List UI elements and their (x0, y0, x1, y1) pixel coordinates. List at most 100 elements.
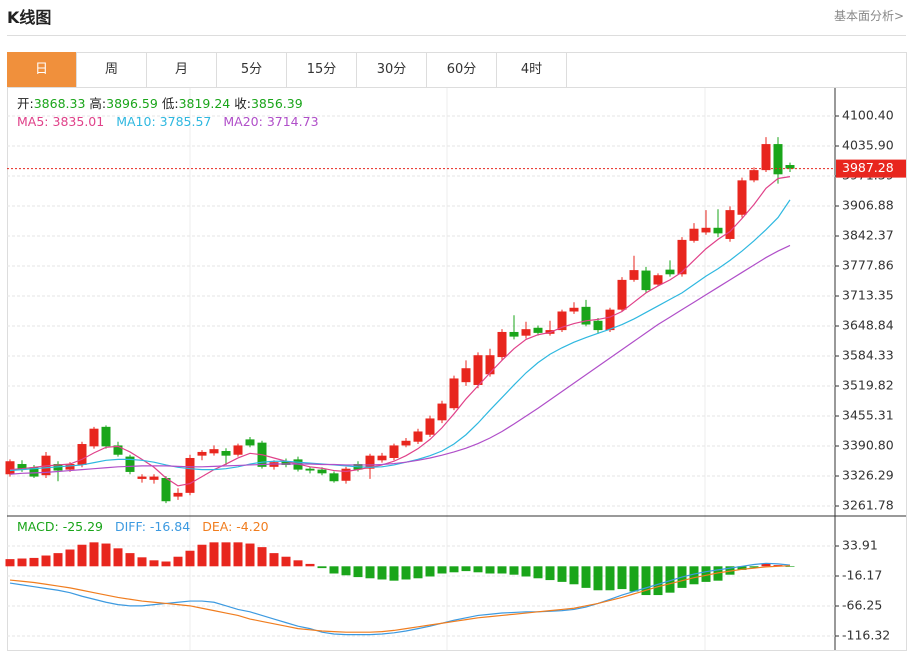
macd-bar (5, 559, 15, 567)
macd-bar (269, 553, 279, 567)
macd-bar (209, 542, 219, 567)
y-tick-label: 3390.80 (842, 437, 894, 452)
macd-bar (701, 566, 711, 582)
macd-bar (485, 566, 495, 574)
ma-line (9, 199, 791, 472)
macd-bar (461, 566, 471, 572)
candle-body (557, 311, 567, 331)
candle-body (677, 239, 687, 275)
candle-body (377, 455, 387, 461)
candle-body (305, 468, 315, 471)
candle-body (593, 320, 603, 331)
macd-bar (545, 566, 555, 581)
period-tab[interactable]: 30分 (357, 52, 427, 87)
legend-text: MACD: (17, 519, 59, 534)
macd-bar (617, 566, 627, 590)
legend-text: DEA: (202, 519, 232, 534)
candle-body (29, 467, 39, 477)
y-tick-label: 3455.31 (842, 407, 894, 422)
legend-text: MA5: (17, 114, 49, 129)
candle-body (617, 279, 627, 310)
macd-bar (521, 566, 531, 577)
candle-body (185, 457, 195, 493)
y-tick-label: 3842.37 (842, 227, 894, 242)
period-tab[interactable]: 4时 (497, 52, 567, 87)
fundamentals-link[interactable]: 基本面分析> (833, 9, 904, 23)
candle-body (725, 210, 735, 239)
candle-body (665, 269, 675, 275)
candle-body (689, 228, 699, 241)
candle-body (629, 270, 639, 280)
macd-bar (161, 561, 171, 567)
ma-line (9, 244, 791, 475)
period-tab[interactable]: 日 (7, 52, 77, 87)
legend-text: 高: (89, 96, 106, 111)
candle-body (473, 355, 483, 385)
candle-body (281, 461, 291, 465)
macd-bar (605, 566, 615, 591)
macd-bar (761, 563, 771, 567)
macd-bar (317, 566, 327, 569)
y-tick-label: 33.91 (842, 537, 878, 552)
macd-bar (425, 566, 435, 577)
candle-body (749, 170, 759, 181)
y-tick-label: -116.32 (842, 627, 890, 642)
macd-bar (653, 566, 663, 596)
candle-body (449, 378, 459, 409)
macd-bar (497, 566, 507, 574)
period-tab[interactable]: 15分 (287, 52, 357, 87)
y-tick-label: 4035.90 (842, 137, 894, 152)
macd-bar (29, 557, 39, 567)
macd-line (9, 562, 791, 636)
macd-bar (77, 544, 87, 567)
macd-bar (281, 556, 291, 567)
candle-body (497, 331, 507, 358)
candle-body (209, 449, 219, 454)
macd-bar (689, 566, 699, 585)
legend-text: MA10: (116, 114, 155, 129)
candle-body (5, 461, 15, 475)
macd-bar (509, 566, 519, 575)
candle-body (113, 445, 123, 455)
y-tick-label: 3648.84 (842, 317, 894, 332)
candle-body (521, 329, 531, 336)
candle-body (413, 431, 423, 442)
macd-bar (401, 566, 411, 580)
candle-body (341, 468, 351, 481)
macd-bar (569, 566, 579, 585)
candle-body (161, 477, 171, 502)
candle-body (653, 275, 663, 285)
candle-body (581, 306, 591, 325)
period-tab[interactable]: 60分 (427, 52, 497, 87)
macd-bar (665, 566, 675, 593)
candle-body (125, 456, 135, 472)
legend-text: 3856.39 (251, 96, 303, 111)
period-tab[interactable]: 月 (147, 52, 217, 87)
page-title: K线图 (7, 8, 52, 27)
candle-body (761, 144, 771, 171)
ohlc-legend: 开:3868.33 高:3896.59 低:3819.24 收:3856.39 (17, 96, 303, 111)
macd-bar (557, 566, 567, 582)
period-tab[interactable]: 5分 (217, 52, 287, 87)
candle-body (401, 440, 411, 446)
legend-text: -25.29 (63, 519, 103, 534)
macd-bar (53, 553, 63, 567)
period-tabs: 日周月 5分 15分 30分 60分 4时 (7, 52, 567, 87)
candle-body (713, 227, 723, 234)
legend-text: 低: (162, 96, 179, 111)
legend-text: DIFF: (115, 519, 146, 534)
macd-bar (629, 566, 639, 592)
period-tab[interactable]: 周 (77, 52, 147, 87)
macd-bar (173, 556, 183, 567)
legend-text: 3785.57 (160, 114, 212, 129)
candle-body (569, 307, 579, 312)
macd-bar (641, 566, 651, 596)
macd-line (9, 565, 791, 633)
candle-body (65, 464, 75, 470)
candle-body (245, 439, 255, 446)
macd-bar (581, 566, 591, 588)
macd-bar (377, 566, 387, 580)
legend-text: 3896.59 (106, 96, 158, 111)
y-tick-label: -16.17 (842, 567, 882, 582)
